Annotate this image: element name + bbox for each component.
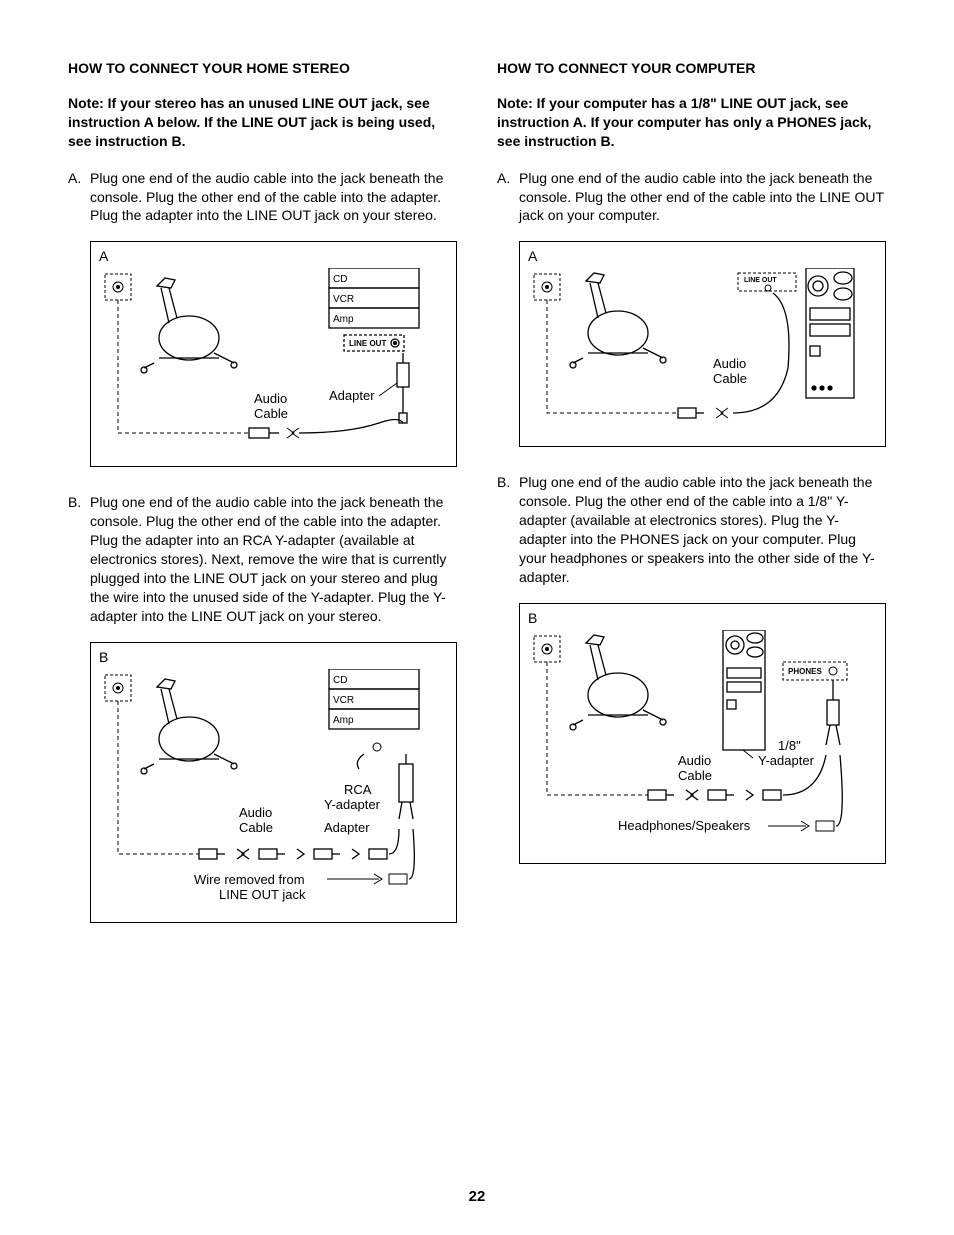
- figure-label: A: [99, 248, 448, 264]
- headphones-label: Headphones/Speakers: [618, 818, 751, 833]
- lineout-label: LINE OUT: [744, 277, 777, 284]
- vcr-label: VCR: [333, 695, 354, 706]
- computer-diagram-b: PHONES 1/8" Y-adapter Audio Cable: [528, 630, 858, 855]
- step-text: Plug one end of the audio cable into the…: [519, 169, 886, 226]
- page: HOW TO CONNECT YOUR HOME STEREO Note: If…: [0, 0, 954, 1235]
- right-column: HOW TO CONNECT YOUR COMPUTER Note: If yo…: [497, 60, 886, 949]
- left-column: HOW TO CONNECT YOUR HOME STEREO Note: If…: [68, 60, 457, 949]
- right-note: Note: If your computer has a 1/8" LINE O…: [497, 94, 886, 151]
- cable-label: Cable: [254, 406, 288, 421]
- audio-label: Audio: [239, 805, 272, 820]
- right-step-b: B. Plug one end of the audio cable into …: [497, 473, 886, 586]
- right-step-a: A. Plug one end of the audio cable into …: [497, 169, 886, 226]
- wire-removed-label: Wire removed from: [194, 872, 305, 887]
- step-text: Plug one end of the audio cable into the…: [90, 493, 457, 625]
- audio-label: Audio: [713, 356, 746, 371]
- right-heading: HOW TO CONNECT YOUR COMPUTER: [497, 60, 886, 76]
- step-letter: A.: [497, 169, 519, 226]
- figure-label: B: [99, 649, 448, 665]
- right-figure-a: A: [519, 241, 886, 447]
- cable-label: Cable: [678, 768, 712, 783]
- left-figure-b: B: [90, 642, 457, 923]
- left-step-b: B. Plug one end of the audio cable into …: [68, 493, 457, 625]
- stereo-diagram-b: CD VCR Amp RCA Y-adapter: [99, 669, 429, 914]
- cd-label: CD: [333, 274, 347, 285]
- lineout-jack-label: LINE OUT jack: [219, 887, 306, 902]
- yadapter-label: Y-adapter: [758, 753, 815, 768]
- eighth-label: 1/8": [778, 738, 801, 753]
- left-note: Note: If your stereo has an unused LINE …: [68, 94, 457, 151]
- figure-label: B: [528, 610, 877, 626]
- step-text: Plug one end of the audio cable into the…: [519, 473, 886, 586]
- left-heading: HOW TO CONNECT YOUR HOME STEREO: [68, 60, 457, 76]
- page-number: 22: [0, 1188, 954, 1205]
- audio-label: Audio: [678, 753, 711, 768]
- cd-label: CD: [333, 675, 347, 686]
- cable-label: Cable: [239, 820, 273, 835]
- step-letter: B.: [68, 493, 90, 625]
- audio-label: Audio: [254, 391, 287, 406]
- cable-label: Cable: [713, 371, 747, 386]
- step-letter: A.: [68, 169, 90, 226]
- step-letter: B.: [497, 473, 519, 586]
- figure-label: A: [528, 248, 877, 264]
- vcr-label: VCR: [333, 294, 354, 305]
- amp-label: Amp: [333, 314, 354, 325]
- amp-label: Amp: [333, 715, 354, 726]
- adapter-label: Adapter: [329, 388, 375, 403]
- left-step-a: A. Plug one end of the audio cable into …: [68, 169, 457, 226]
- yadapter-label: Y-adapter: [324, 797, 381, 812]
- computer-diagram-a: LINE OUT Audio Cable: [528, 268, 858, 438]
- adapter-label: Adapter: [324, 820, 370, 835]
- stereo-diagram-a: CD VCR Amp LINE OUT: [99, 268, 429, 458]
- right-figure-b: B: [519, 603, 886, 864]
- step-text: Plug one end of the audio cable into the…: [90, 169, 457, 226]
- lineout-label: LINE OUT: [349, 339, 386, 348]
- two-column-layout: HOW TO CONNECT YOUR HOME STEREO Note: If…: [68, 60, 886, 949]
- left-figure-a: A: [90, 241, 457, 467]
- phones-label: PHONES: [788, 667, 822, 676]
- rca-label: RCA: [344, 782, 372, 797]
